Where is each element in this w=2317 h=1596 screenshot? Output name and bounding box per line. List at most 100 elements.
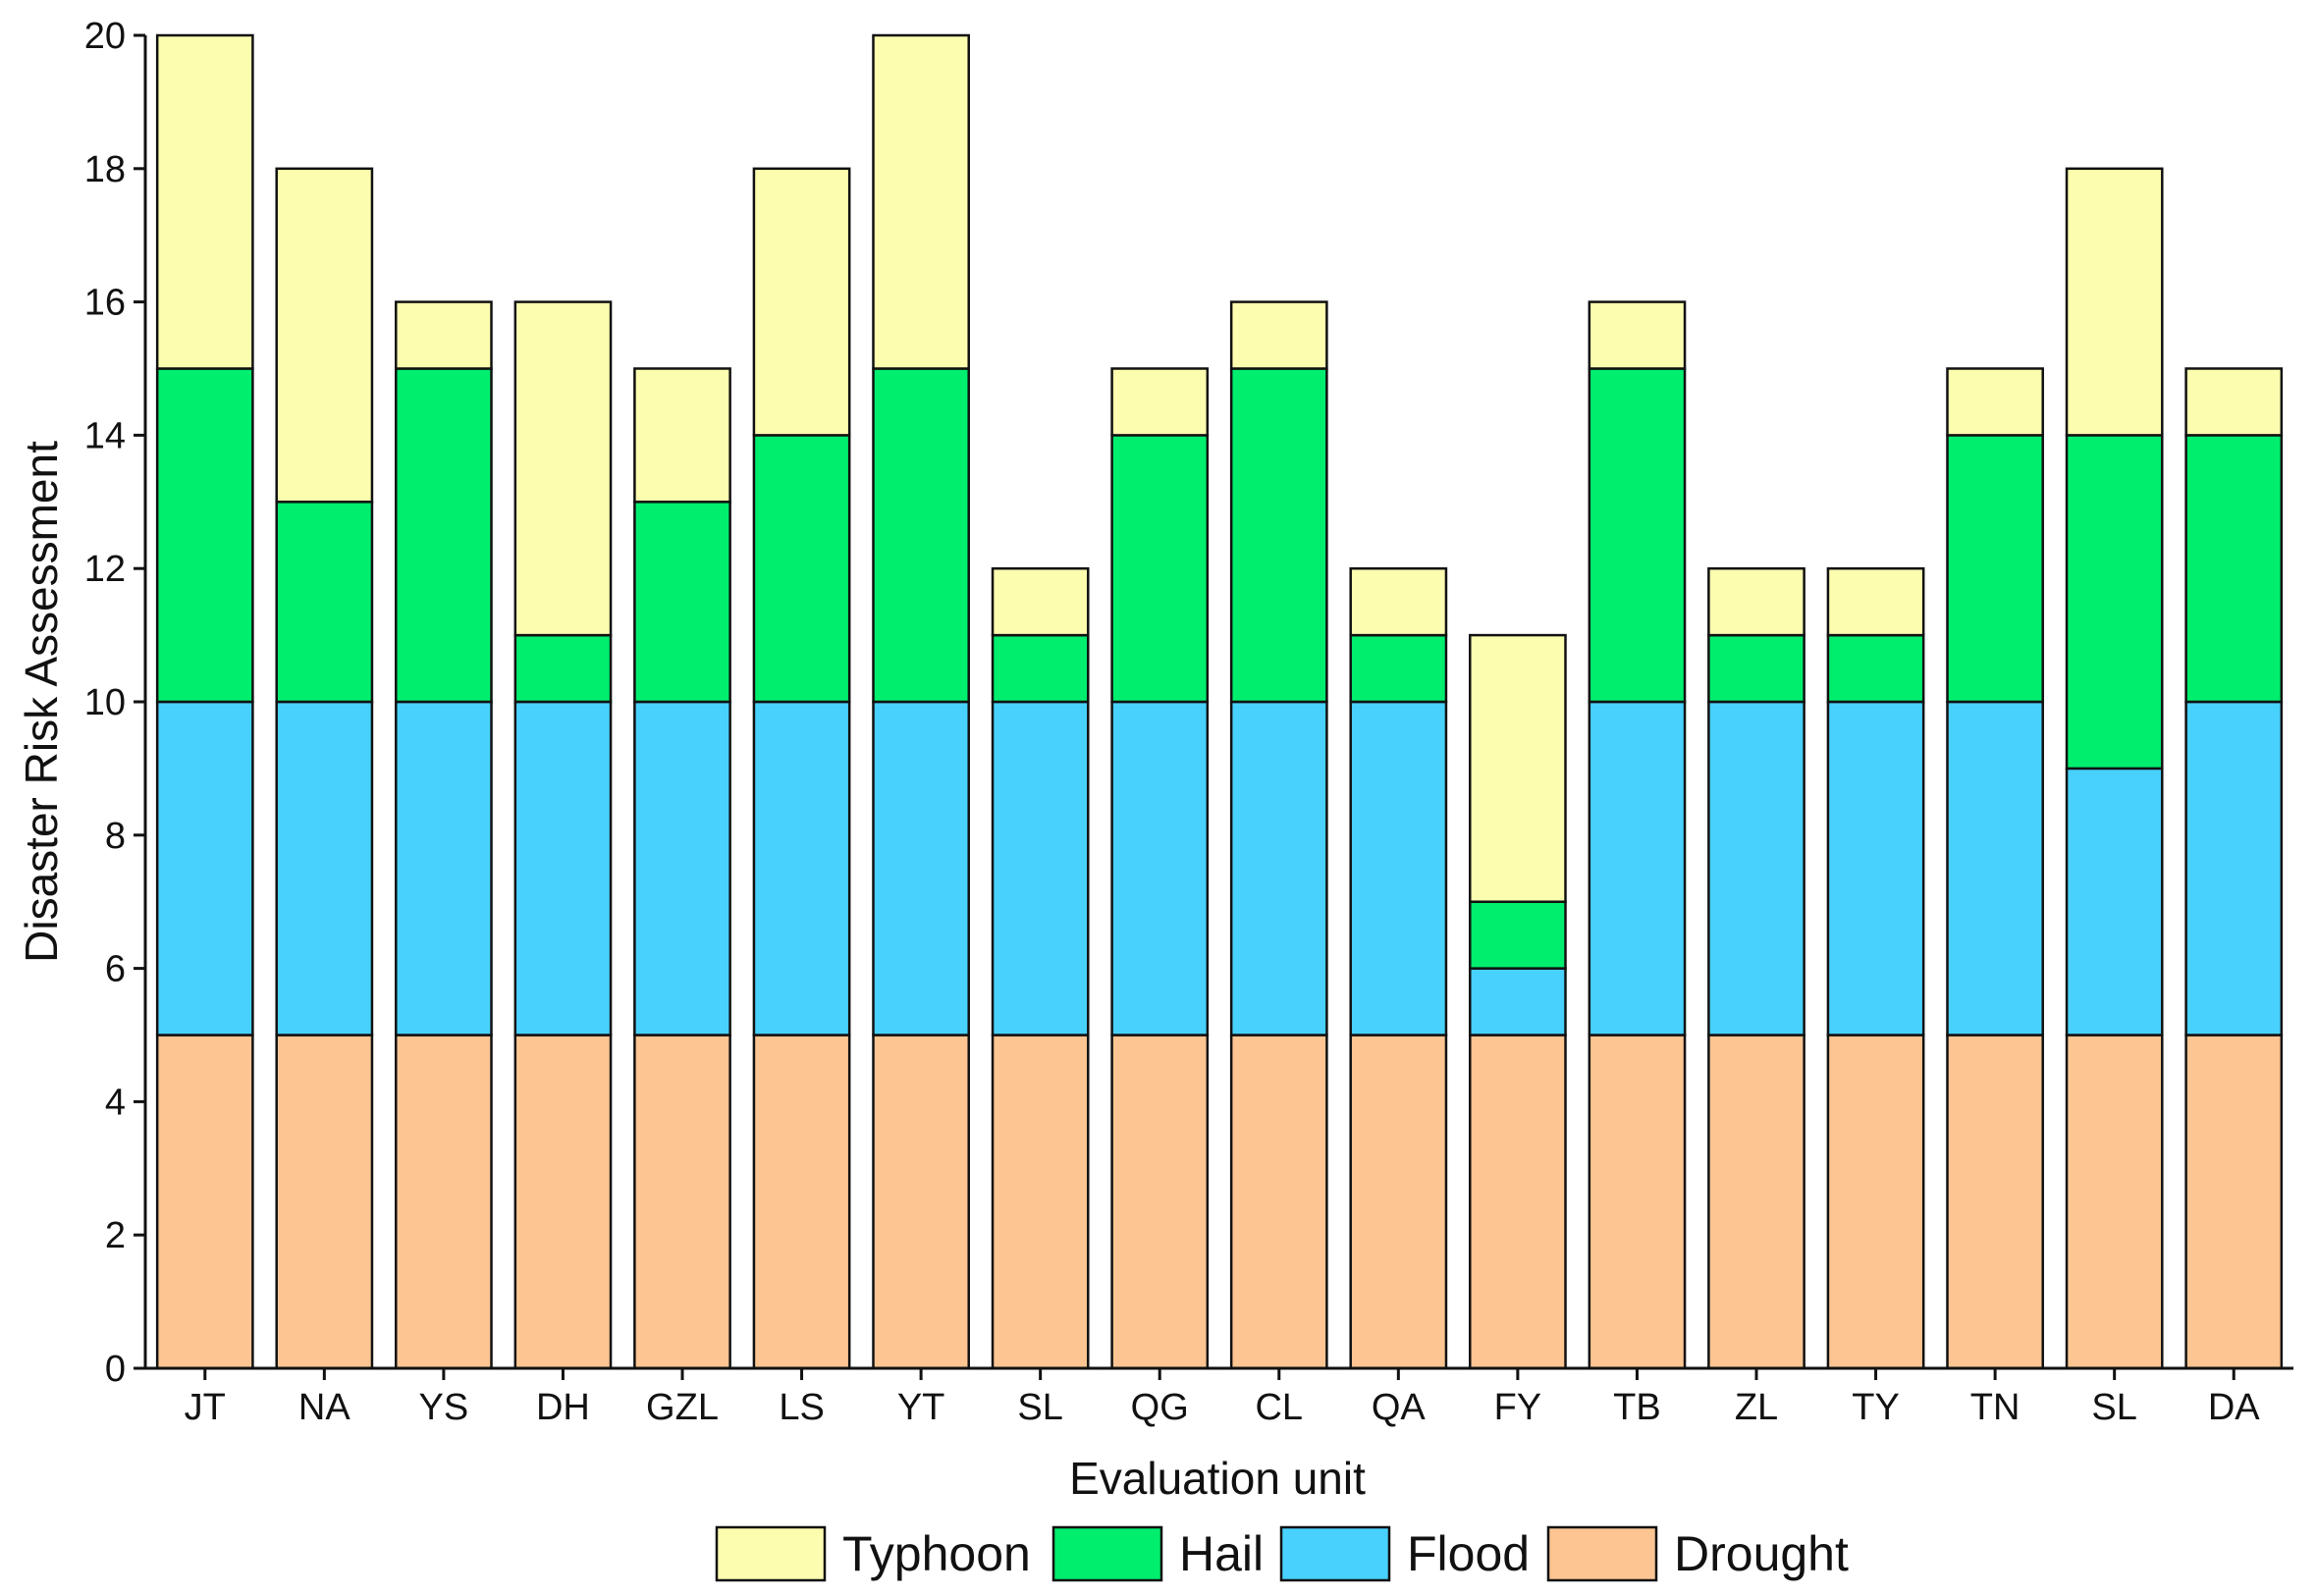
bar-drought-zl-13 [1707,1034,1805,1370]
bar-typhoon-zl-13 [1707,566,1805,637]
bar-flood-dh-3 [513,700,613,1037]
bar-typhoon-ys-2 [395,300,493,370]
x-tick-label-zl-13: ZL [1735,1387,1778,1428]
bar-flood-sl-16 [2065,767,2164,1037]
legend-swatch-typhoon [715,1525,827,1582]
bar-drought-sl-7 [991,1034,1090,1370]
bar-hail-gzl-4 [633,501,731,704]
bar-hail-dh-3 [513,633,613,704]
legend-label-hail: Hail [1179,1526,1264,1581]
y-tick-label-16: 16 [84,283,126,324]
x-tick-label-tb-12: TB [1613,1387,1661,1428]
x-tick-label-sl-7: SL [1017,1387,1062,1428]
bars-group [155,33,2284,1370]
bar-drought-yt-6 [872,1034,970,1370]
legend-swatch-flood [1279,1525,1391,1582]
bar-hail-sl-7 [991,633,1090,704]
bar-drought-da-17 [2184,1034,2284,1370]
x-tick-label-cl-9: CL [1255,1387,1303,1428]
bar-hail-jt-0 [155,367,254,704]
bar-typhoon-sl-16 [2065,167,2164,437]
y-tick-label-8: 8 [105,816,126,857]
bar-flood-yt-6 [872,700,970,1037]
bar-hail-qg-8 [1110,434,1210,704]
bar-flood-jt-0 [155,700,254,1037]
bar-hail-tn-15 [1946,434,2044,704]
bar-hail-da-17 [2184,434,2284,704]
bar-hail-na-1 [275,501,374,704]
legend-swatch-hail [1051,1525,1163,1582]
y-tick-label-12: 12 [84,549,126,590]
x-tick-label-ys-2: YS [419,1387,469,1428]
bar-hail-cl-9 [1229,367,1328,704]
bar-typhoon-tb-12 [1588,300,1687,370]
bar-flood-zl-13 [1707,700,1805,1037]
bar-drought-ty-14 [1826,1034,1925,1370]
y-tick-label-18: 18 [84,149,126,190]
y-axis-title: Disaster Risk Assessment [16,441,67,963]
bar-drought-dh-3 [513,1034,613,1370]
bar-typhoon-fy-11 [1469,633,1567,903]
bar-drought-jt-0 [155,1034,254,1370]
bar-drought-tn-15 [1946,1034,2044,1370]
bar-typhoon-da-17 [2184,367,2284,437]
y-tick-label-14: 14 [84,415,126,456]
legend-label-typhoon: Typhoon [842,1526,1031,1581]
bar-flood-qa-10 [1349,700,1448,1037]
y-tick-label-0: 0 [105,1349,126,1390]
bar-typhoon-cl-9 [1229,300,1328,370]
y-tick-label-10: 10 [84,682,126,723]
bar-drought-ys-2 [395,1034,493,1370]
bar-flood-sl-7 [991,700,1090,1037]
bar-hail-fy-11 [1469,900,1567,970]
bar-flood-fy-11 [1469,967,1567,1037]
bar-flood-cl-9 [1229,700,1328,1037]
x-tick-label-da-17: DA [2208,1387,2260,1428]
bar-typhoon-na-1 [275,167,374,504]
bar-typhoon-tn-15 [1946,367,2044,437]
x-tick-label-yt-6: YT [897,1387,945,1428]
x-tick-label-dh-3: DH [536,1387,590,1428]
x-tick-label-sl-16: SL [2091,1387,2136,1428]
y-tick-label-4: 4 [105,1082,126,1123]
bar-hail-ty-14 [1826,633,1925,704]
x-tick-label-qa-10: QA [1372,1387,1427,1428]
bar-typhoon-qg-8 [1110,367,1210,437]
x-tick-label-qg-8: QG [1131,1387,1189,1428]
bar-typhoon-gzl-4 [633,367,731,504]
x-tick-label-jt-0: JT [185,1387,226,1428]
x-tick-label-gzl-4: GZL [646,1387,719,1428]
bar-drought-fy-11 [1469,1034,1567,1370]
x-axis-title: Evaluation unit [1069,1453,1366,1504]
bar-drought-gzl-4 [633,1034,731,1370]
bar-flood-ty-14 [1826,700,1925,1037]
legend-label-drought: Drought [1674,1526,1849,1581]
legend: Typhoon Hail Flood Drought [715,1525,1849,1582]
bar-flood-gzl-4 [633,700,731,1037]
bar-hail-tb-12 [1588,367,1687,704]
bar-flood-tb-12 [1588,700,1687,1037]
y-ticks-group: 0 2 4 6 8 10 12 14 16 18 20 [84,16,145,1390]
bar-hail-yt-6 [872,367,970,704]
bar-flood-tn-15 [1946,700,2044,1037]
legend-swatch-drought [1546,1525,1658,1582]
x-tick-label-tn-15: TN [1970,1387,2021,1428]
bar-typhoon-ty-14 [1826,566,1925,637]
bar-flood-qg-8 [1110,700,1210,1037]
x-tick-label-ls-5: LS [779,1387,824,1428]
x-tick-label-ty-14: TY [1852,1387,1900,1428]
bar-drought-sl-16 [2065,1034,2164,1370]
y-tick-label-6: 6 [105,949,126,990]
bar-typhoon-jt-0 [155,33,254,370]
legend-label-flood: Flood [1407,1526,1530,1581]
x-tick-label-fy-11: FY [1494,1387,1542,1428]
bar-hail-zl-13 [1707,633,1805,704]
bar-flood-ys-2 [395,700,493,1037]
y-tick-label-20: 20 [84,16,126,57]
bar-flood-ls-5 [752,700,851,1037]
x-ticks-group: JT NA YS DH GZL LS YT SL QG CL QA FY TB ZL TY TN SL DA [185,1368,2260,1428]
bar-typhoon-qa-10 [1349,566,1448,637]
bar-hail-qa-10 [1349,633,1448,704]
x-tick-label-na-1: NA [298,1387,350,1428]
